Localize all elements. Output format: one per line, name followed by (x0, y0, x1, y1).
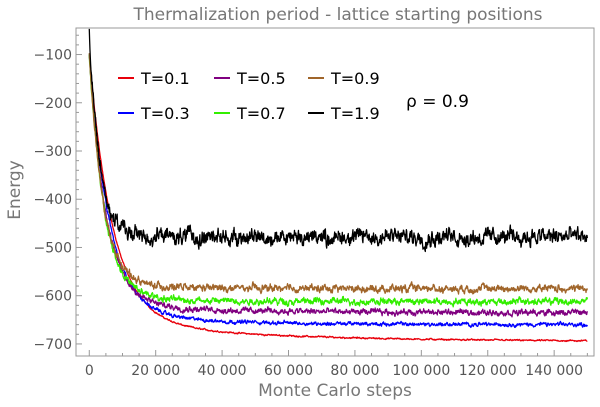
x-tick-label: 80 000 (330, 363, 379, 379)
x-axis: 0 20 000 40 000 60 000 80 000 100 000 120 000 1… (85, 350, 588, 379)
y-tick-label: −200 (34, 96, 72, 112)
legend-label: T=1.9 (330, 104, 380, 123)
legend-label: T=0.9 (330, 69, 380, 88)
plot-frame (75, 27, 595, 357)
series-layer (88, 28, 589, 343)
x-axis-label: Monte Carlo steps (258, 381, 412, 401)
x-tick-label: 60 000 (264, 363, 313, 379)
series-line-T=0.3 (88, 54, 588, 329)
legend-label: T=0.5 (236, 69, 286, 88)
y-tick-label: −600 (34, 289, 72, 305)
y-tick-label: −400 (34, 192, 72, 208)
density-annotation: ρ = 0.9 (406, 92, 469, 112)
y-tick-label: −700 (34, 337, 72, 353)
series-line-T=0.1 (88, 54, 588, 343)
x-tick-label: 140 000 (525, 363, 583, 379)
legend: T=0.1 T=0.3 T=0.5 T=0.7 T=0.9 T=1.9 (118, 69, 380, 123)
chart-title: Thermalization period - lattice starting… (132, 5, 542, 25)
x-tick-label: 100 000 (392, 363, 450, 379)
legend-label: T=0.7 (236, 104, 286, 123)
y-tick-label: −300 (34, 144, 72, 160)
series-line-T=0.9 (88, 53, 588, 295)
y-tick-label: −100 (34, 48, 72, 64)
legend-label: T=0.1 (140, 69, 190, 88)
series-line-T=0.5 (88, 56, 588, 318)
x-tick-label: 40 000 (198, 363, 247, 379)
x-tick-label: 0 (85, 363, 94, 379)
x-tick-label: 120 000 (459, 363, 517, 379)
y-tick-label: −500 (34, 240, 72, 256)
y-axis: −100 −200 −300 −400 −500 −600 −700 (34, 34, 82, 353)
series-line-T=0.7 (88, 54, 588, 308)
series-line-T=1.9 (88, 28, 589, 253)
legend-label: T=0.3 (140, 104, 190, 123)
y-axis-label: Energy (5, 160, 25, 220)
x-tick-label: 20 000 (131, 363, 180, 379)
